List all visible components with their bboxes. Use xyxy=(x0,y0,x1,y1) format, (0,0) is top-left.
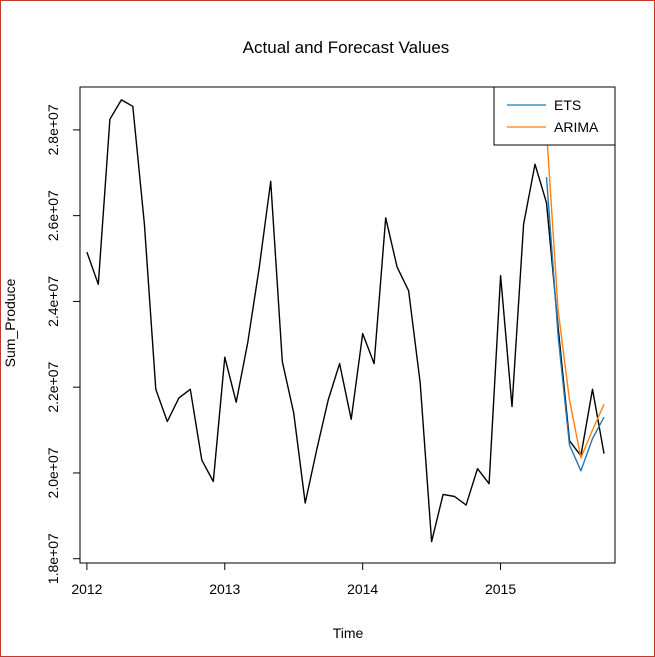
x-axis: 2012 2013 2014 2015 xyxy=(71,562,516,597)
y-tick-label: 1.8e+07 xyxy=(45,533,61,584)
series-line-ets xyxy=(545,177,605,472)
x-tick-label: 2014 xyxy=(347,581,378,597)
legend-label-arima: ARIMA xyxy=(554,119,599,135)
y-tick-label: 2.6e+07 xyxy=(45,190,61,241)
x-tick-label: 2015 xyxy=(485,581,516,597)
series-line-actual xyxy=(86,99,605,543)
y-axis: 1.8e+07 2.0e+07 2.2e+07 2.4e+07 2.6e+07 2.8e+… xyxy=(45,104,81,584)
legend-box xyxy=(493,86,616,146)
legend: ETS ARIMA xyxy=(493,86,616,146)
plot-area xyxy=(79,86,616,564)
y-tick-label: 2.2e+07 xyxy=(45,361,61,412)
y-axis-label: Sum_Produce xyxy=(2,278,18,367)
y-tick-label: 2.0e+07 xyxy=(45,447,61,498)
x-axis-label: Time xyxy=(333,625,364,641)
legend-label-ets: ETS xyxy=(554,97,581,113)
x-tick-label: 2012 xyxy=(71,581,102,597)
y-tick-label: 2.8e+07 xyxy=(45,104,61,155)
y-tick-label: 2.4e+07 xyxy=(45,276,61,327)
x-tick-label: 2013 xyxy=(209,581,240,597)
series-line-arima xyxy=(545,129,605,459)
chart-title: Actual and Forecast Values xyxy=(243,38,450,57)
series-lines xyxy=(86,99,605,543)
